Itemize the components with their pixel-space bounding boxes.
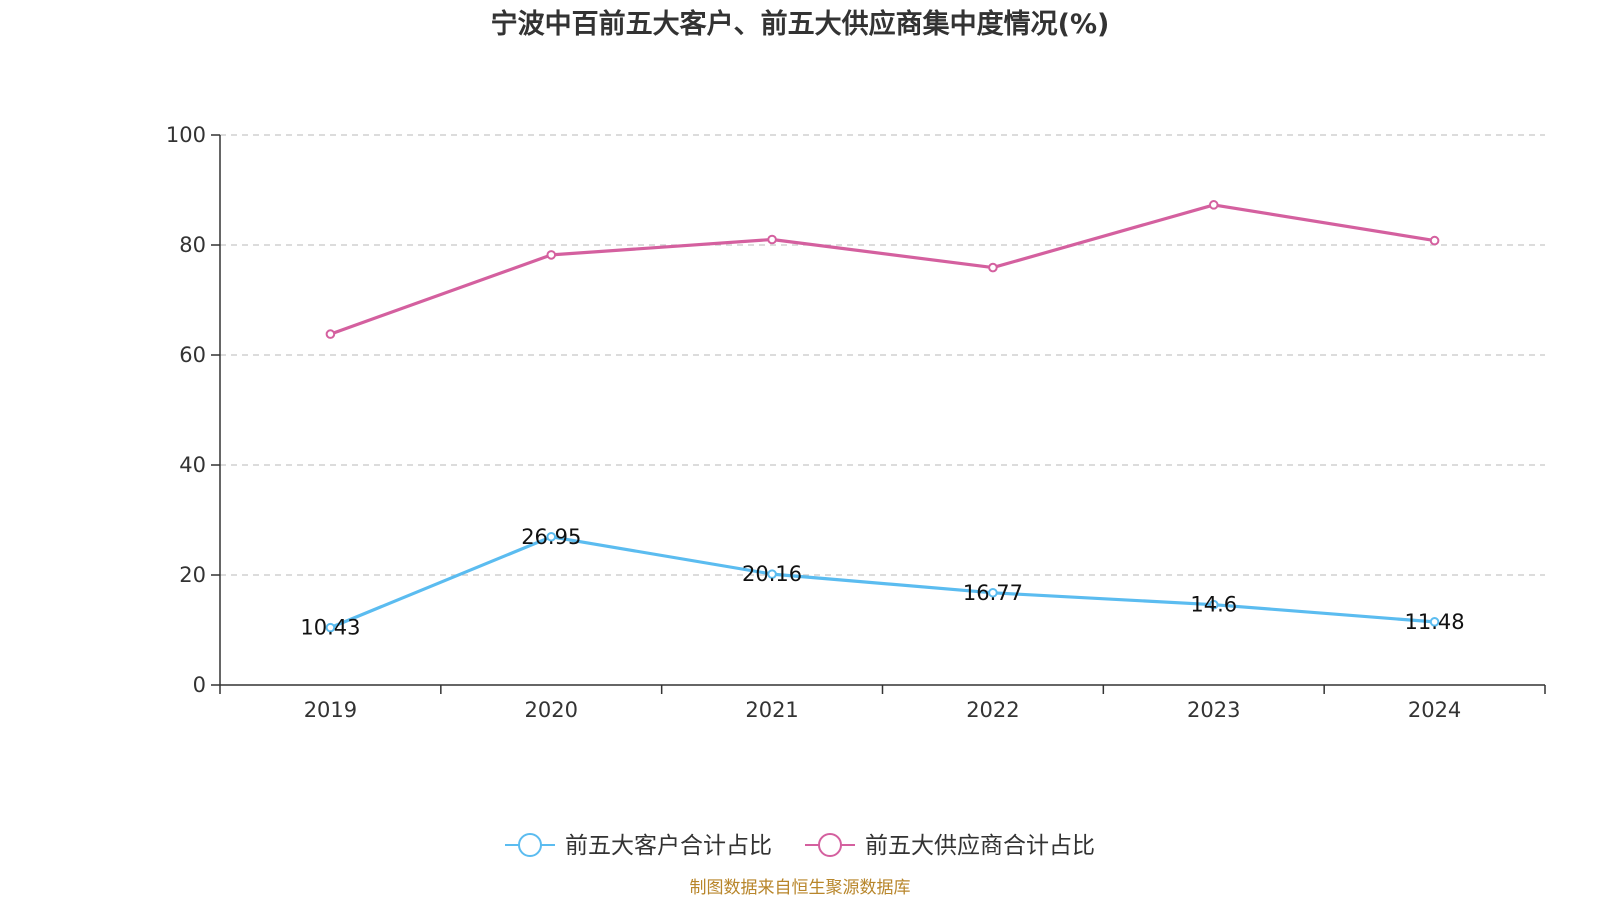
legend-label: 前五大供应商合计占比 [865,833,1095,859]
data-point [988,262,998,273]
grid-lines [220,134,1545,576]
legend-item[interactable]: 前五大客户合计占比 [505,833,772,859]
data-label: 16.77 [963,581,1023,605]
legend[interactable]: 前五大客户合计占比 前五大供应商合计占比 [505,833,1095,859]
y-tick-label: 0 [193,673,206,697]
x-tick-label: 2023 [1187,698,1240,722]
y-tick-label: 60 [179,343,206,367]
series-lines [325,200,1440,633]
data-point [1208,200,1219,210]
x-tick-label: 2024 [1408,698,1461,722]
chart-title: 宁波中百前五大客户、前五大供应商集中度情况(%) [491,8,1110,40]
data-point [1429,617,1440,627]
x-tick-label: 2020 [525,698,578,722]
x-tick-label: 2019 [304,698,357,722]
legend-item[interactable]: 前五大供应商合计占比 [805,833,1095,859]
data-point [546,250,557,260]
axes: 0 20 40 60 80 100 2019 2020 2021 2022 2023 2024 [166,123,1546,722]
data-point [767,569,777,579]
series-line [329,535,1435,630]
data-point [1208,599,1219,610]
data-label: 11.48 [1405,610,1465,634]
data-point [325,329,336,339]
legend-marker-icon [818,833,842,857]
y-tick-label: 80 [179,233,206,257]
data-labels: 10.43 26.95 20.16 16.77 14.6 11.48 [300,525,1464,640]
data-label: 20.16 [742,562,802,586]
data-point [988,587,998,598]
source-note: 制图数据来自恒生聚源数据库 [690,878,911,898]
data-label: 26.95 [521,525,581,549]
legend-marker-icon [518,833,542,857]
y-tick-label: 20 [179,563,206,587]
series-line [329,203,1435,336]
data-point [767,234,777,245]
data-point [546,531,557,542]
x-tick-label: 2022 [966,698,1019,722]
y-tick-label: 100 [166,123,206,147]
data-label: 14.6 [1190,593,1237,617]
data-label: 10.43 [300,616,360,640]
y-tick-label: 40 [179,453,206,477]
data-point [325,622,336,633]
data-point [1429,235,1440,246]
x-tick-label: 2021 [745,698,798,722]
legend-label: 前五大客户合计占比 [565,833,772,859]
